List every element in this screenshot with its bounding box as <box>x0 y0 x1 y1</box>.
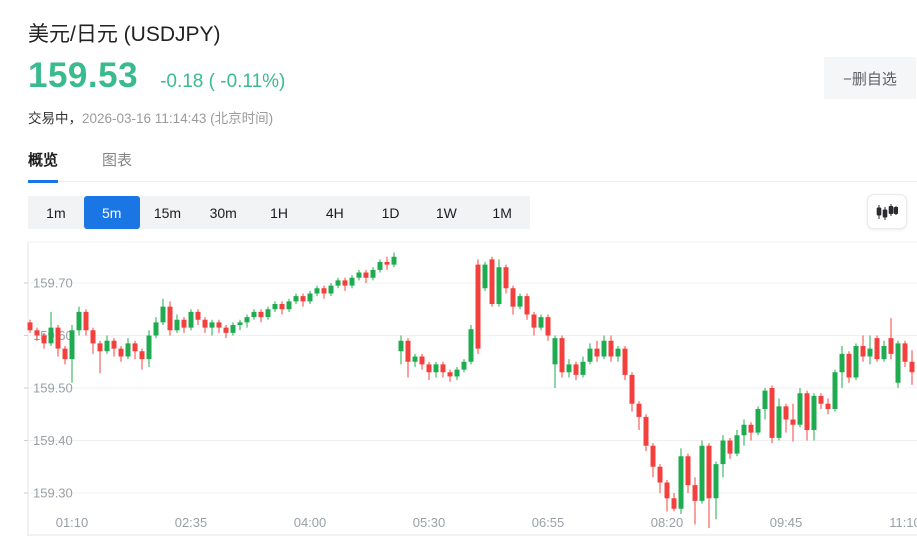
svg-text:159.70: 159.70 <box>33 276 73 291</box>
tab-图表[interactable]: 图表 <box>102 152 133 169</box>
interval-button-15m[interactable]: 15m <box>140 196 196 229</box>
svg-text:11:10: 11:10 <box>889 515 917 530</box>
svg-text:159.50: 159.50 <box>33 381 73 396</box>
interval-toolbar: 1m 5m 15m 30m 1H 4H 1D 1W 1M <box>28 196 530 229</box>
tab-bar: 概览 图表 <box>28 145 917 183</box>
svg-text:01:10: 01:10 <box>56 515 89 530</box>
interval-button-4H[interactable]: 4H <box>307 196 363 229</box>
svg-text:159.40: 159.40 <box>33 433 73 448</box>
price-row: 159.53 -0.18 ( -0.11%) <box>28 56 285 96</box>
svg-text:02:35: 02:35 <box>175 515 208 530</box>
candlestick-icon <box>876 203 898 221</box>
interval-button-1H[interactable]: 1H <box>251 196 307 229</box>
interval-button-5m[interactable]: 5m <box>83 196 140 229</box>
last-price: 159.53 <box>28 56 139 95</box>
svg-text:04:00: 04:00 <box>294 515 327 530</box>
interval-button-30m[interactable]: 30m <box>195 196 251 229</box>
interval-button-1W[interactable]: 1W <box>418 196 474 229</box>
svg-text:06:55: 06:55 <box>532 515 565 530</box>
remove-watchlist-button[interactable]: −删自选 <box>824 57 916 99</box>
page-title: 美元/日元 (USDJPY) <box>28 23 221 46</box>
svg-text:09:45: 09:45 <box>770 515 803 530</box>
chart-type-button[interactable] <box>867 194 907 229</box>
interval-button-1D[interactable]: 1D <box>363 196 419 229</box>
tab-概览[interactable]: 概览 <box>28 145 59 183</box>
timezone-label: (北京时间) <box>206 111 274 126</box>
interval-button-1M[interactable]: 1M <box>474 196 530 229</box>
interval-button-1m[interactable]: 1m <box>28 196 84 229</box>
trading-status-label: 交易中， <box>28 111 82 126</box>
svg-text:05:30: 05:30 <box>413 515 446 530</box>
market-status: 交易中，2026-03-16 11:14:43 (北京时间) <box>28 107 273 127</box>
price-change: -0.18 ( -0.11%) <box>160 71 286 92</box>
svg-text:159.30: 159.30 <box>33 486 73 501</box>
svg-text:08:20: 08:20 <box>651 515 684 530</box>
quote-timestamp: 2026-03-16 11:14:43 <box>82 111 207 126</box>
